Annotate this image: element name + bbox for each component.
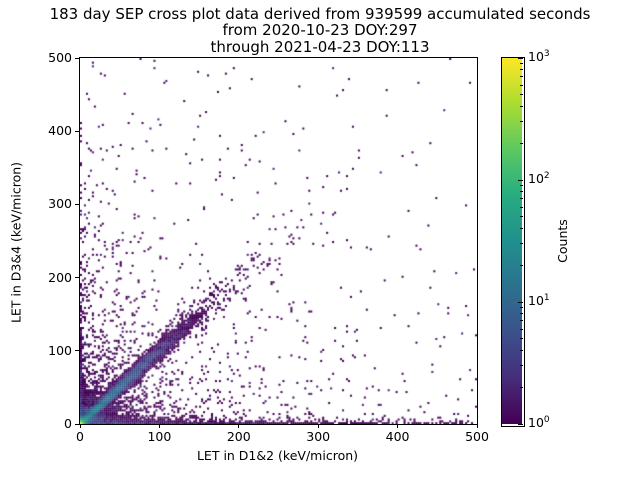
plot-area xyxy=(79,57,478,425)
colorbar-label: Counts xyxy=(555,219,570,263)
colorbar-minor-tick xyxy=(520,198,523,200)
title-line-1: 183 day SEP cross plot data derived from… xyxy=(49,5,591,23)
title-line-2: from 2020-10-23 DOY:297 xyxy=(222,21,418,40)
y-tick-mark xyxy=(75,57,79,59)
chart-title: 183 day SEP cross plot data derived from… xyxy=(0,5,640,56)
title-line-3: through 2021-04-23 DOY:113 xyxy=(210,37,430,56)
x-tick-mark xyxy=(238,424,240,428)
colorbar-minor-tick xyxy=(520,63,523,65)
x-tick-mark xyxy=(79,424,81,428)
colorbar xyxy=(501,57,525,427)
colorbar-tick-label: 102 xyxy=(528,171,550,187)
colorbar-minor-tick xyxy=(520,338,523,340)
x-tick-label: 400 xyxy=(385,429,410,444)
colorbar-minor-tick xyxy=(520,76,523,78)
y-tick-label: 400 xyxy=(48,123,72,139)
colorbar-minor-tick xyxy=(520,216,523,218)
colorbar-minor-tick xyxy=(520,106,523,108)
x-tick-mark xyxy=(397,424,399,428)
x-axis-label: LET in D1&2 (keV/micron) xyxy=(196,448,359,463)
y-tick-label: 100 xyxy=(48,342,72,358)
colorbar-minor-tick xyxy=(520,313,523,315)
x-tick-label: 100 xyxy=(147,429,172,444)
x-tick-label: 0 xyxy=(76,429,84,444)
x-tick-mark xyxy=(158,424,160,428)
x-tick-mark xyxy=(476,424,478,428)
y-tick-mark xyxy=(75,130,79,132)
colorbar-minor-tick xyxy=(520,69,523,71)
y-axis-label: LET in D3&4 (keV/micron) xyxy=(8,161,24,324)
y-tick-mark xyxy=(75,277,79,279)
colorbar-minor-tick xyxy=(520,386,523,388)
x-tick-label: 200 xyxy=(226,429,251,444)
x-tick-label: 300 xyxy=(306,429,331,444)
colorbar-minor-tick xyxy=(520,320,523,322)
colorbar-minor-tick xyxy=(520,84,523,86)
colorbar-tick-label: 100 xyxy=(528,415,550,431)
colorbar-major-tick xyxy=(518,57,523,59)
colorbar-minor-tick xyxy=(520,365,523,367)
colorbar-major-tick xyxy=(518,423,523,425)
colorbar-minor-tick xyxy=(520,307,523,309)
y-tick-label: 300 xyxy=(48,196,72,212)
colorbar-minor-tick xyxy=(520,243,523,245)
colorbar-minor-tick xyxy=(520,94,523,96)
colorbar-minor-tick xyxy=(520,328,523,330)
y-tick-mark xyxy=(75,350,79,352)
scatter-heatmap-canvas xyxy=(80,58,477,424)
colorbar-minor-tick xyxy=(520,264,523,266)
colorbar-minor-tick xyxy=(520,191,523,193)
x-tick-mark xyxy=(317,424,319,428)
colorbar-tick-label: 103 xyxy=(528,49,550,65)
colorbar-major-tick xyxy=(518,179,523,181)
y-tick-mark xyxy=(75,423,79,425)
x-tick-label: 500 xyxy=(465,429,489,444)
y-tick-label: 500 xyxy=(48,50,72,65)
colorbar-major-tick xyxy=(518,301,523,303)
colorbar-minor-tick xyxy=(520,206,523,208)
colorbar-minor-tick xyxy=(520,185,523,187)
colorbar-minor-tick xyxy=(520,142,523,144)
colorbar-gradient-canvas xyxy=(502,58,522,424)
colorbar-tick-label: 101 xyxy=(528,293,550,309)
y-tick-label: 0 xyxy=(64,416,72,431)
y-tick-label: 200 xyxy=(48,269,72,285)
colorbar-minor-tick xyxy=(520,228,523,230)
colorbar-minor-tick xyxy=(520,350,523,352)
y-tick-mark xyxy=(75,203,79,205)
colorbar-minor-tick xyxy=(520,121,523,123)
